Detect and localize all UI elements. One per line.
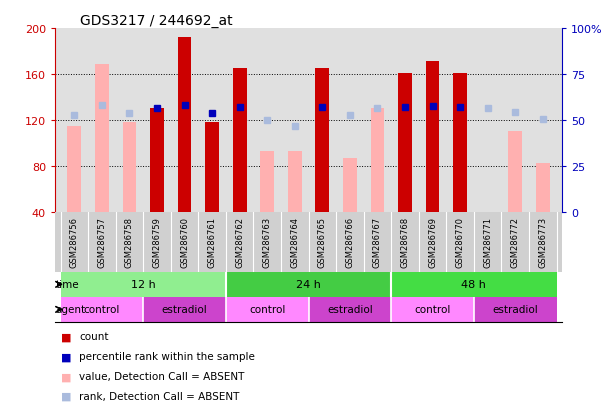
- Text: estradiol: estradiol: [492, 305, 538, 315]
- Text: GSM286773: GSM286773: [538, 217, 547, 268]
- Bar: [67, 126, 81, 212]
- Bar: [391, 297, 474, 322]
- Text: GSM286761: GSM286761: [208, 217, 216, 268]
- Text: agent: agent: [56, 305, 86, 315]
- Text: GSM286769: GSM286769: [428, 217, 437, 268]
- Bar: [309, 297, 391, 322]
- Bar: [60, 272, 226, 297]
- Text: GSM286760: GSM286760: [180, 217, 189, 268]
- Bar: [123, 123, 136, 212]
- Text: GSM286768: GSM286768: [401, 217, 409, 268]
- Bar: [226, 272, 391, 297]
- Bar: [398, 74, 412, 212]
- Text: GSM286765: GSM286765: [318, 217, 327, 268]
- Text: 12 h: 12 h: [131, 280, 156, 290]
- Text: count: count: [79, 332, 109, 342]
- Bar: [474, 297, 557, 322]
- Bar: [205, 123, 219, 212]
- Text: control: control: [84, 305, 120, 315]
- Text: ■: ■: [61, 351, 71, 361]
- Text: estradiol: estradiol: [327, 305, 373, 315]
- Text: value, Detection Call = ABSENT: value, Detection Call = ABSENT: [79, 371, 245, 381]
- Text: rank, Detection Call = ABSENT: rank, Detection Call = ABSENT: [79, 391, 240, 401]
- Text: 24 h: 24 h: [296, 280, 321, 290]
- Text: percentile rank within the sample: percentile rank within the sample: [79, 351, 255, 361]
- Bar: [343, 158, 357, 212]
- Bar: [233, 69, 247, 212]
- Text: control: control: [414, 305, 451, 315]
- Text: GSM286771: GSM286771: [483, 217, 492, 268]
- Text: time: time: [56, 280, 79, 290]
- Bar: [536, 164, 550, 212]
- Text: GSM286770: GSM286770: [456, 217, 464, 268]
- Text: ■: ■: [61, 332, 71, 342]
- Text: GSM286772: GSM286772: [511, 217, 520, 268]
- Text: GSM286762: GSM286762: [235, 217, 244, 268]
- Text: GSM286758: GSM286758: [125, 217, 134, 268]
- Text: GSM286766: GSM286766: [345, 217, 354, 268]
- Bar: [315, 69, 329, 212]
- Bar: [508, 132, 522, 212]
- Text: GSM286764: GSM286764: [290, 217, 299, 268]
- Bar: [260, 152, 274, 212]
- Bar: [178, 38, 191, 212]
- Bar: [95, 64, 109, 212]
- Text: GDS3217 / 244692_at: GDS3217 / 244692_at: [81, 14, 233, 28]
- Text: ■: ■: [61, 371, 71, 381]
- Text: ■: ■: [61, 391, 71, 401]
- Text: GSM286759: GSM286759: [153, 217, 161, 268]
- Text: GSM286763: GSM286763: [263, 217, 272, 268]
- Text: GSM286757: GSM286757: [97, 217, 106, 268]
- Bar: [370, 109, 384, 212]
- Bar: [288, 152, 302, 212]
- Bar: [453, 74, 467, 212]
- Text: estradiol: estradiol: [162, 305, 207, 315]
- Bar: [226, 297, 309, 322]
- Text: GSM286767: GSM286767: [373, 217, 382, 268]
- Bar: [150, 109, 164, 212]
- Bar: [143, 297, 226, 322]
- Text: control: control: [249, 305, 285, 315]
- Text: GSM286756: GSM286756: [70, 217, 79, 268]
- Bar: [391, 272, 557, 297]
- Bar: [60, 297, 143, 322]
- Text: 48 h: 48 h: [461, 280, 486, 290]
- Bar: [426, 62, 439, 212]
